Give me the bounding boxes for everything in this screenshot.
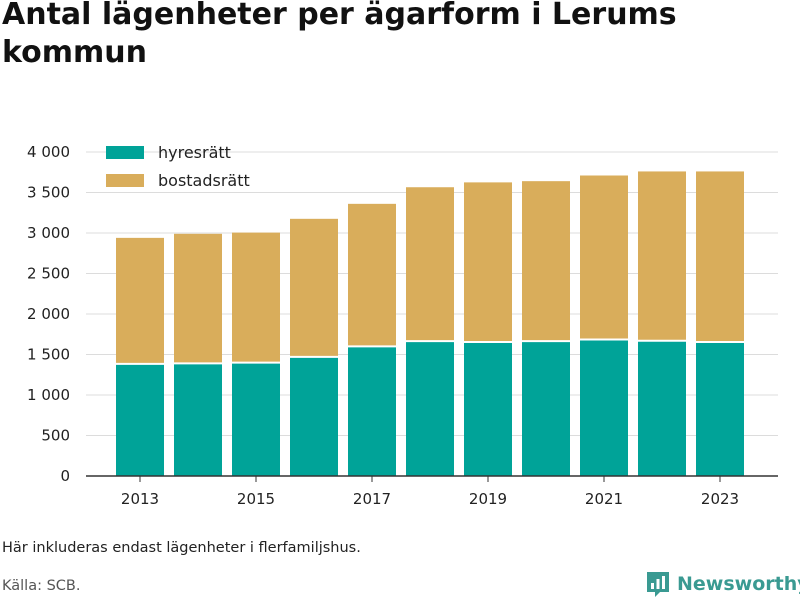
- bar-bostadsrätt-2015: [232, 232, 280, 363]
- y-tick-label: 4 000: [27, 143, 70, 161]
- bar-bostadsrätt-2018: [406, 187, 454, 342]
- y-tick-label: 1 500: [27, 346, 70, 364]
- bar-bostadsrätt-2013: [116, 237, 164, 364]
- newsworthy-logo-icon: [647, 572, 669, 597]
- bar-hyresrätt-2017: [348, 346, 396, 476]
- legend-swatch-hyresrätt: [106, 146, 144, 159]
- legend-label: bostadsrätt: [158, 171, 250, 190]
- legend-label: hyresrätt: [158, 143, 231, 162]
- bars: [116, 171, 744, 476]
- x-tick-label: 2023: [701, 490, 739, 508]
- source-text: Källa: SCB.: [2, 578, 81, 594]
- legend: hyresrätt bostadsrätt: [106, 143, 250, 190]
- brand-name: Newsworthy: [677, 573, 800, 595]
- bar-bostadsrätt-2017: [348, 203, 396, 347]
- bar-bostadsrätt-2014: [174, 233, 222, 364]
- bar-bostadsrätt-2016: [290, 218, 338, 357]
- bar-hyresrätt-2021: [580, 339, 628, 476]
- y-tick-label: 1 000: [27, 386, 70, 404]
- y-tick-label: 3 500: [27, 184, 70, 202]
- brand-logo: Newsworthy: [645, 570, 800, 598]
- y-tick-label: 500: [41, 427, 70, 445]
- bar-hyresrätt-2015: [232, 362, 280, 476]
- x-tick-label: 2013: [121, 490, 159, 508]
- bar-hyresrätt-2013: [116, 363, 164, 476]
- x-axis: 2013 2015 2017 2019 2021 2023: [86, 475, 778, 508]
- bar-bostadsrätt-2021: [580, 175, 628, 340]
- bar-hyresrätt-2018: [406, 341, 454, 476]
- x-tick-label: 2021: [585, 490, 623, 508]
- legend-swatch-bostadsrätt: [106, 174, 144, 187]
- bar-hyresrätt-2023: [696, 341, 744, 476]
- chart-title: Antal lägenheter per ägarform i Lerums k…: [2, 0, 677, 70]
- y-axis-ticks: 0 500 1 000 1 500 2 000 2 500 3 000 3 500 4 000: [27, 143, 70, 485]
- y-tick-label: 2 500: [27, 265, 70, 283]
- y-tick-label: 3 000: [27, 224, 70, 242]
- x-tick-label: 2017: [353, 490, 391, 508]
- bar-hyresrätt-2014: [174, 363, 222, 476]
- bar-hyresrätt-2016: [290, 356, 338, 476]
- y-tick-label: 2 000: [27, 305, 70, 323]
- x-tick-label: 2015: [237, 490, 275, 508]
- bar-bostadsrätt-2023: [696, 171, 744, 342]
- chart-note: Här inkluderas endast lägenheter i flerf…: [2, 540, 361, 556]
- bar-hyresrätt-2020: [522, 341, 570, 476]
- bar-bostadsrätt-2020: [522, 181, 570, 342]
- y-tick-label: 0: [60, 467, 70, 485]
- bar-bostadsrätt-2019: [464, 182, 512, 342]
- x-tick-label: 2019: [469, 490, 507, 508]
- bar-hyresrätt-2019: [464, 341, 512, 476]
- bar-hyresrätt-2022: [638, 340, 686, 476]
- bar-bostadsrätt-2022: [638, 171, 686, 341]
